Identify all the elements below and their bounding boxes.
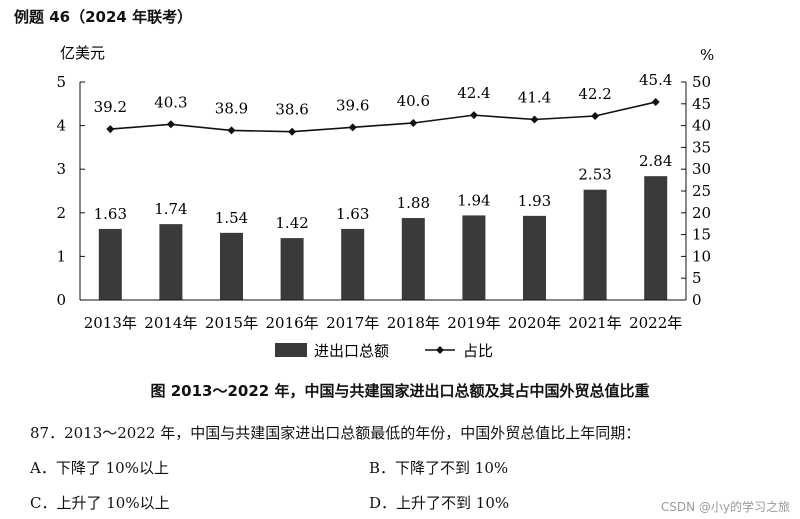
right-tick-label: 45 xyxy=(692,95,711,113)
line-data-label: 40.6 xyxy=(397,92,430,110)
line-data-label: 42.2 xyxy=(578,85,611,103)
line-point xyxy=(409,118,418,127)
line-data-label: 45.4 xyxy=(639,71,672,89)
left-tick-label: 1 xyxy=(56,247,66,265)
line-data-label: 42.4 xyxy=(457,84,490,102)
right-tick-label: 50 xyxy=(692,73,711,91)
figure-caption: 图 2013～2022 年，中国与共建国家进出口总额及其占中国外贸总值比重 xyxy=(150,382,650,400)
x-tick-label: 2018年 xyxy=(387,314,440,332)
bar xyxy=(462,215,486,300)
x-tick-label: 2016年 xyxy=(266,314,319,332)
watermark: CSDN @小y的学习之旅 xyxy=(660,500,790,514)
bar-data-label: 1.88 xyxy=(397,194,430,212)
line-data-label: 38.9 xyxy=(215,99,248,117)
bar xyxy=(341,228,365,300)
right-tick-label: 25 xyxy=(692,182,711,200)
x-tick-label: 2020年 xyxy=(508,314,561,332)
legend-line-marker xyxy=(436,346,444,354)
bar-series: 1.63 1.74 1.54 1.42 1.63 1.88 1.94 1.93 2.53 2.84 xyxy=(94,152,672,300)
line-point xyxy=(469,111,478,120)
x-tick-label: 2014年 xyxy=(144,314,197,332)
example-title: 例题 46（2024 年联考） xyxy=(14,8,193,26)
bar xyxy=(280,238,304,300)
option-c[interactable]: C．上升了 10%以上 xyxy=(30,494,170,512)
bar xyxy=(401,218,425,300)
line-point xyxy=(591,112,600,121)
right-tick-label: 20 xyxy=(692,204,711,222)
line-data-label: 39.2 xyxy=(94,98,127,116)
bar xyxy=(98,228,122,300)
line-point xyxy=(288,127,297,136)
bar-data-label: 1.63 xyxy=(336,205,369,223)
right-tick-label: 30 xyxy=(692,160,711,178)
bar-data-label: 1.74 xyxy=(154,200,187,218)
x-tick-label: 2013年 xyxy=(84,314,137,332)
line-data-label: 40.3 xyxy=(154,93,187,111)
line-point xyxy=(166,120,175,129)
right-axis-title: % xyxy=(700,46,714,64)
legend-bar-swatch xyxy=(275,343,307,357)
line-point xyxy=(530,115,539,124)
right-tick-label: 35 xyxy=(692,138,711,156)
bar-data-label: 1.93 xyxy=(518,192,551,210)
bar xyxy=(644,176,668,300)
x-axis-ticks: 2013年 2014年 2015年 2016年 2017年 2018年 2019年 2020年… xyxy=(80,299,686,332)
bar-data-label: 1.54 xyxy=(215,209,248,227)
line-series: 39.2 40.3 38.9 38.6 39.6 40.6 42.4 41.4 42.2 45.4 xyxy=(94,71,672,136)
line-point xyxy=(106,125,115,134)
x-tick-label: 2019年 xyxy=(447,314,500,332)
line-data-label: 38.6 xyxy=(275,101,308,119)
left-tick-label: 0 xyxy=(56,291,66,309)
x-tick-label: 2017年 xyxy=(326,314,379,332)
legend: 进出口总额 占比 xyxy=(275,342,493,360)
right-tick-label: 40 xyxy=(692,117,711,135)
bar xyxy=(159,224,183,300)
line-data-label: 39.6 xyxy=(336,96,369,114)
x-tick-label: 2022年 xyxy=(629,314,682,332)
option-b[interactable]: B．下降了不到 10% xyxy=(369,459,509,477)
option-d[interactable]: D．上升了不到 10% xyxy=(369,494,510,512)
right-axis: 0 5 10 15 20 25 30 35 40 45 50% xyxy=(681,46,714,309)
line-point xyxy=(227,126,236,135)
line-point xyxy=(348,123,357,132)
bar-data-label: 1.63 xyxy=(94,205,127,223)
legend-bar-label: 进出口总额 xyxy=(314,342,389,360)
question-text: 87．2013～2022 年，中国与共建国家进出口总额最低的年份，中国外贸总值比… xyxy=(30,424,641,442)
left-tick-label: 2 xyxy=(56,204,66,222)
right-tick-label: 5 xyxy=(692,269,702,287)
x-tick-label: 2015年 xyxy=(205,314,258,332)
left-tick-label: 3 xyxy=(56,160,66,178)
left-tick-label: 5 xyxy=(56,73,66,91)
right-tick-label: 15 xyxy=(692,226,711,244)
right-tick-label: 10 xyxy=(692,247,711,265)
left-tick-label: 4 xyxy=(56,117,66,135)
bar xyxy=(583,189,607,300)
legend-line-label: 占比 xyxy=(463,342,493,360)
line-point xyxy=(651,98,660,107)
line-data-label: 41.4 xyxy=(518,88,551,106)
bar-data-label: 1.42 xyxy=(275,214,308,232)
bar-data-label: 1.94 xyxy=(457,191,490,209)
bar-data-label: 2.53 xyxy=(578,166,611,184)
bar-data-label: 2.84 xyxy=(639,152,672,170)
bar xyxy=(220,232,243,300)
x-tick-label: 2021年 xyxy=(569,314,622,332)
bar xyxy=(523,215,546,300)
line-path xyxy=(110,101,656,133)
left-axis-title: 亿美元 xyxy=(60,44,105,62)
left-axis: 0 1 2 3 4 5 亿美元 xyxy=(56,44,105,309)
option-a[interactable]: A．下降了 10%以上 xyxy=(30,459,169,477)
right-tick-label: 0 xyxy=(692,291,702,309)
